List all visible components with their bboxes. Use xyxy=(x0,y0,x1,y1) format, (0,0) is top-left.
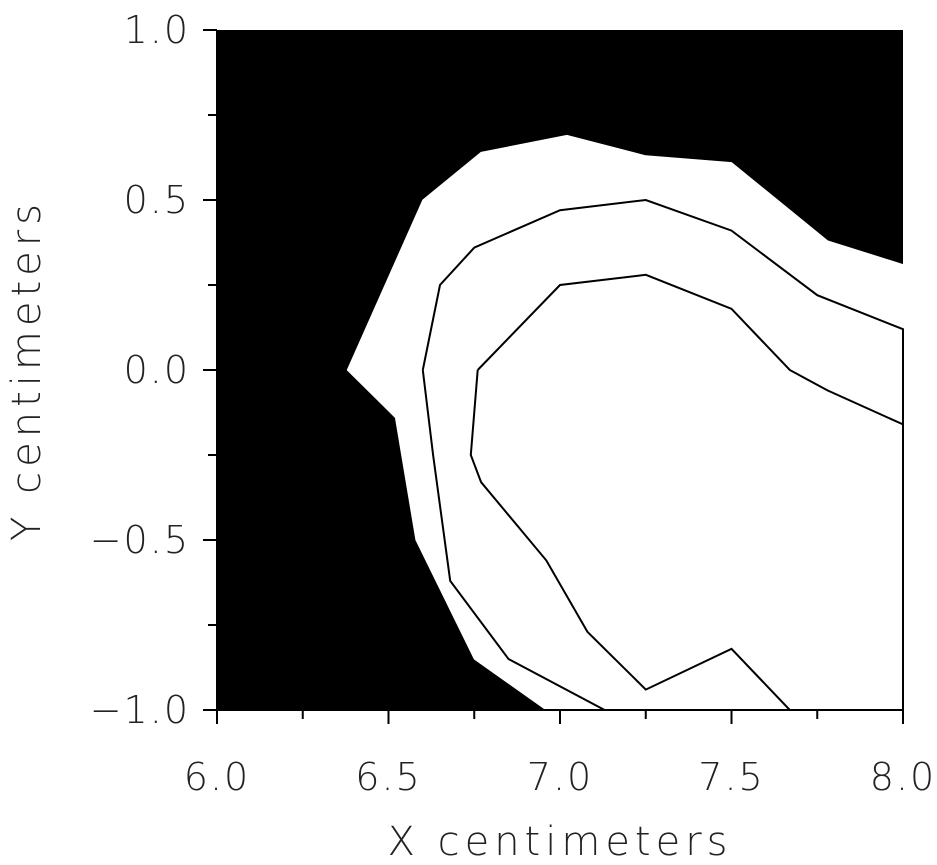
x-tick-label: 7.0 xyxy=(527,755,593,799)
y-tick-label: 1.0 xyxy=(124,8,190,52)
tick-labels: 6.0 6.5 7.0 7.5 8.0 1.0 0.5 0.0 −0.5 −1.0 xyxy=(90,8,936,799)
x-tick-label: 6.0 xyxy=(184,755,250,799)
x-tick-label: 8.0 xyxy=(870,755,936,799)
axis-ticks xyxy=(203,29,904,724)
y-axis-title: Y centimeters xyxy=(4,199,50,541)
x-tick-label: 6.5 xyxy=(355,755,421,799)
x-axis-title: X centimeters xyxy=(387,819,732,865)
plot-area xyxy=(217,30,904,711)
y-tick-label: −0.5 xyxy=(90,518,190,562)
y-tick-label: −1.0 xyxy=(90,688,190,732)
contour-level-2 xyxy=(421,198,904,711)
y-tick-label: 0.5 xyxy=(124,178,190,222)
y-tick-label: 0.0 xyxy=(124,348,190,392)
x-tick-label: 7.5 xyxy=(698,755,764,799)
contour-level-1 xyxy=(346,134,904,711)
